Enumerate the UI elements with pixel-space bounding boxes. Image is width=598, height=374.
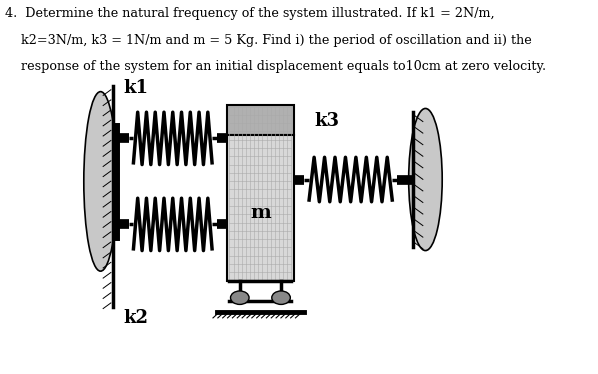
Bar xyxy=(227,105,294,135)
Text: k2=3N/m, k3 = 1N/m and m = 5 Kg. Find i) the period of oscillation and ii) the: k2=3N/m, k3 = 1N/m and m = 5 Kg. Find i)… xyxy=(5,34,532,47)
Ellipse shape xyxy=(84,92,117,271)
Circle shape xyxy=(230,291,249,304)
Text: k1: k1 xyxy=(124,79,149,97)
Ellipse shape xyxy=(408,108,442,251)
Text: response of the system for an initial displacement equals to10cm at zero velocit: response of the system for an initial di… xyxy=(5,60,547,73)
Circle shape xyxy=(271,291,291,304)
Text: m: m xyxy=(250,204,271,222)
Text: 4.  Determine the natural frequency of the system illustrated. If k1 = 2N/m,: 4. Determine the natural frequency of th… xyxy=(5,7,495,21)
Text: k3: k3 xyxy=(315,112,340,130)
Text: k2: k2 xyxy=(124,309,149,327)
Bar xyxy=(227,135,294,280)
